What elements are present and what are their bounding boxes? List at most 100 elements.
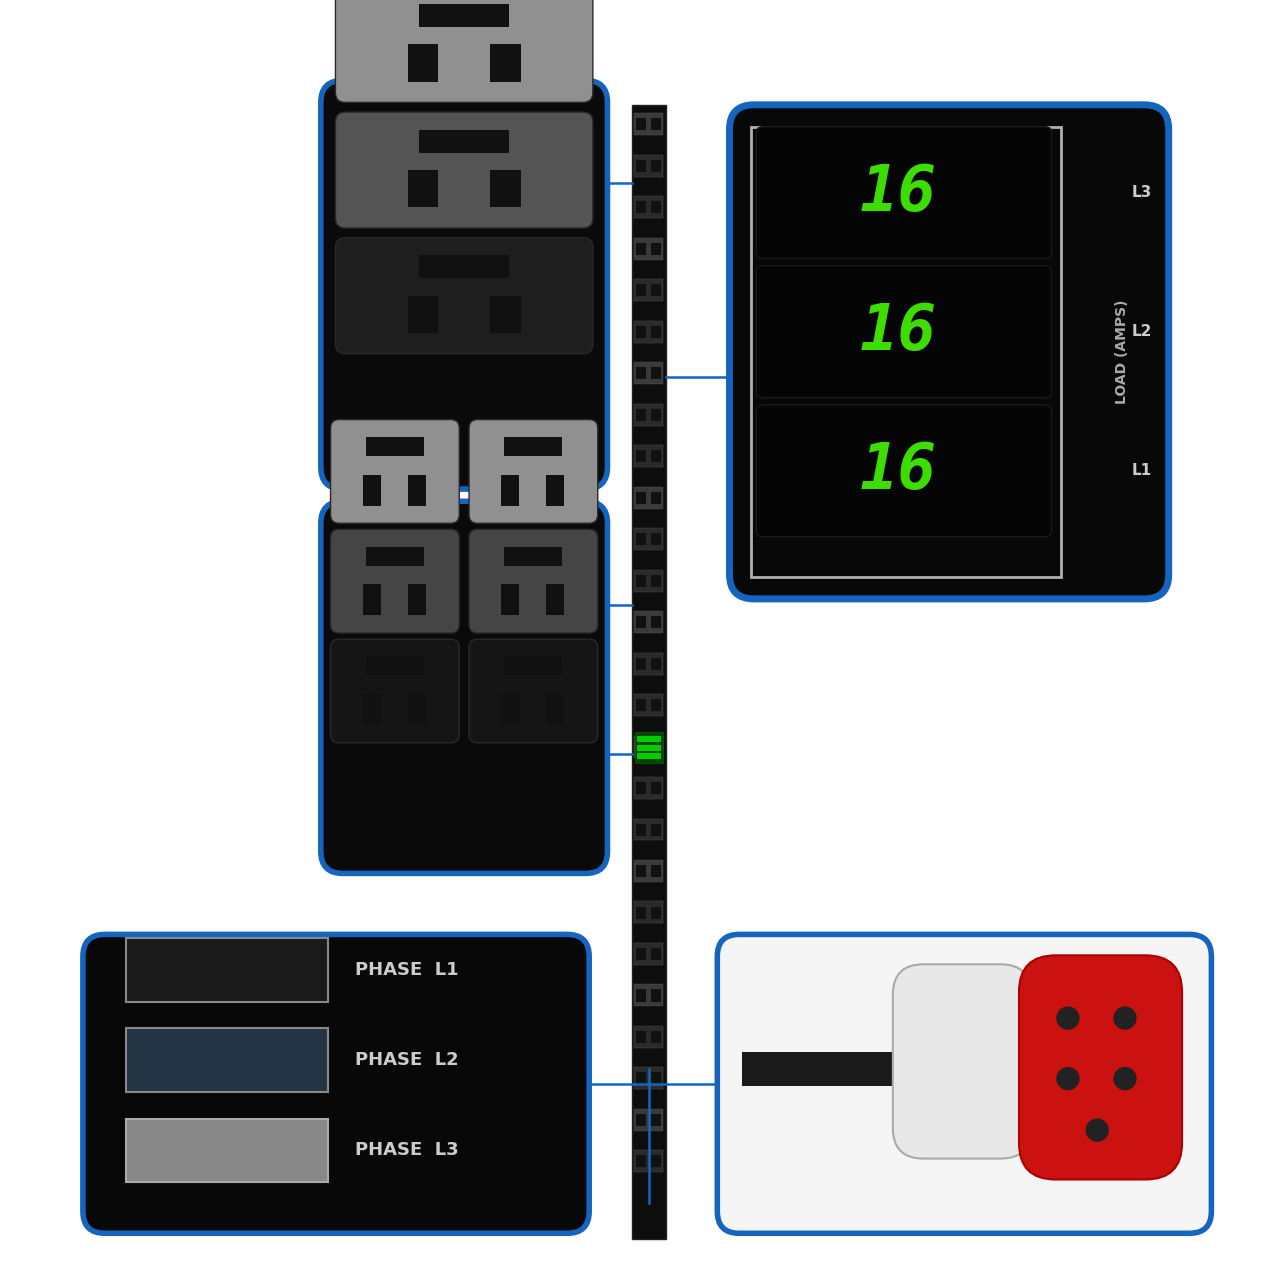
Bar	[407, 170, 439, 207]
Bar	[651, 574, 661, 587]
Bar	[634, 777, 664, 799]
Bar	[490, 45, 521, 82]
FancyBboxPatch shape	[330, 420, 459, 523]
FancyBboxPatch shape	[330, 530, 459, 633]
Bar	[635, 616, 646, 628]
Circle shape	[1114, 1068, 1136, 1090]
Bar	[635, 699, 646, 711]
Text: PHASE  L2: PHASE L2	[355, 1051, 458, 1069]
Bar	[634, 1026, 664, 1048]
Bar	[501, 475, 519, 505]
FancyBboxPatch shape	[336, 112, 593, 228]
Bar	[752, 126, 1062, 577]
Bar	[637, 745, 661, 750]
Bar	[546, 584, 564, 615]
Bar	[635, 823, 646, 836]
FancyBboxPatch shape	[470, 420, 597, 523]
Bar	[637, 736, 661, 743]
FancyBboxPatch shape	[757, 404, 1051, 537]
Bar	[501, 694, 519, 725]
Text: LOAD (AMPS): LOAD (AMPS)	[1115, 300, 1129, 404]
FancyBboxPatch shape	[757, 265, 1051, 398]
Bar	[637, 753, 661, 759]
Bar	[651, 533, 661, 545]
Bar	[651, 865, 661, 877]
Bar	[408, 584, 426, 615]
Bar	[635, 533, 646, 545]
Bar	[634, 237, 664, 260]
Bar	[408, 475, 426, 505]
Bar	[635, 574, 646, 587]
Bar	[651, 1155, 661, 1168]
Bar	[651, 616, 661, 628]
Bar	[366, 657, 424, 675]
Bar	[504, 657, 563, 675]
Bar	[504, 547, 563, 565]
FancyBboxPatch shape	[320, 501, 607, 873]
Bar	[635, 865, 646, 877]
Bar	[490, 170, 521, 207]
Bar	[634, 943, 664, 965]
FancyBboxPatch shape	[1020, 956, 1182, 1179]
Text: 16: 16	[860, 301, 937, 362]
Bar	[651, 491, 661, 504]
Bar	[634, 694, 664, 716]
Bar	[651, 119, 661, 130]
Bar	[634, 1068, 664, 1090]
Bar	[635, 732, 662, 763]
Bar	[634, 652, 664, 675]
Bar	[490, 296, 521, 333]
Bar	[635, 367, 646, 379]
Bar	[366, 547, 424, 565]
FancyBboxPatch shape	[336, 237, 593, 353]
Text: PHASE  L1: PHASE L1	[355, 961, 458, 979]
Bar	[651, 989, 661, 1002]
Bar	[635, 989, 646, 1002]
Text: 16: 16	[860, 440, 937, 501]
Bar	[634, 154, 664, 177]
Bar	[651, 1031, 661, 1042]
Bar	[125, 938, 328, 1002]
Bar	[362, 694, 380, 725]
Bar	[651, 450, 661, 462]
Bar	[419, 255, 509, 278]
Bar	[635, 948, 646, 960]
FancyBboxPatch shape	[336, 0, 593, 102]
Circle shape	[1057, 1068, 1079, 1090]
Bar	[501, 584, 519, 615]
Bar	[546, 694, 564, 725]
Bar	[651, 1114, 661, 1125]
Text: 16: 16	[860, 162, 937, 223]
Bar	[634, 569, 664, 592]
Bar	[125, 1028, 328, 1092]
Circle shape	[1057, 1007, 1079, 1028]
FancyBboxPatch shape	[470, 530, 597, 633]
Bar	[651, 740, 661, 753]
Circle shape	[1114, 1007, 1136, 1028]
Bar	[635, 906, 646, 919]
Bar	[634, 901, 664, 924]
Bar	[362, 475, 380, 505]
Bar	[651, 160, 661, 172]
FancyBboxPatch shape	[320, 80, 607, 489]
Bar	[634, 114, 664, 135]
Bar	[634, 445, 664, 467]
Bar	[635, 1031, 646, 1042]
FancyBboxPatch shape	[330, 639, 459, 743]
Bar	[407, 45, 439, 82]
Bar	[407, 296, 439, 333]
Bar	[651, 202, 661, 213]
FancyBboxPatch shape	[730, 105, 1169, 598]
FancyBboxPatch shape	[470, 639, 597, 743]
FancyBboxPatch shape	[83, 934, 590, 1234]
Bar	[504, 438, 563, 456]
FancyBboxPatch shape	[757, 126, 1051, 259]
Bar	[635, 202, 646, 213]
Bar	[634, 1151, 664, 1173]
Bar	[651, 823, 661, 836]
Text: L2: L2	[1132, 324, 1152, 339]
Bar	[635, 325, 646, 338]
Bar	[651, 906, 661, 919]
Bar	[419, 4, 509, 27]
Bar	[651, 285, 661, 296]
